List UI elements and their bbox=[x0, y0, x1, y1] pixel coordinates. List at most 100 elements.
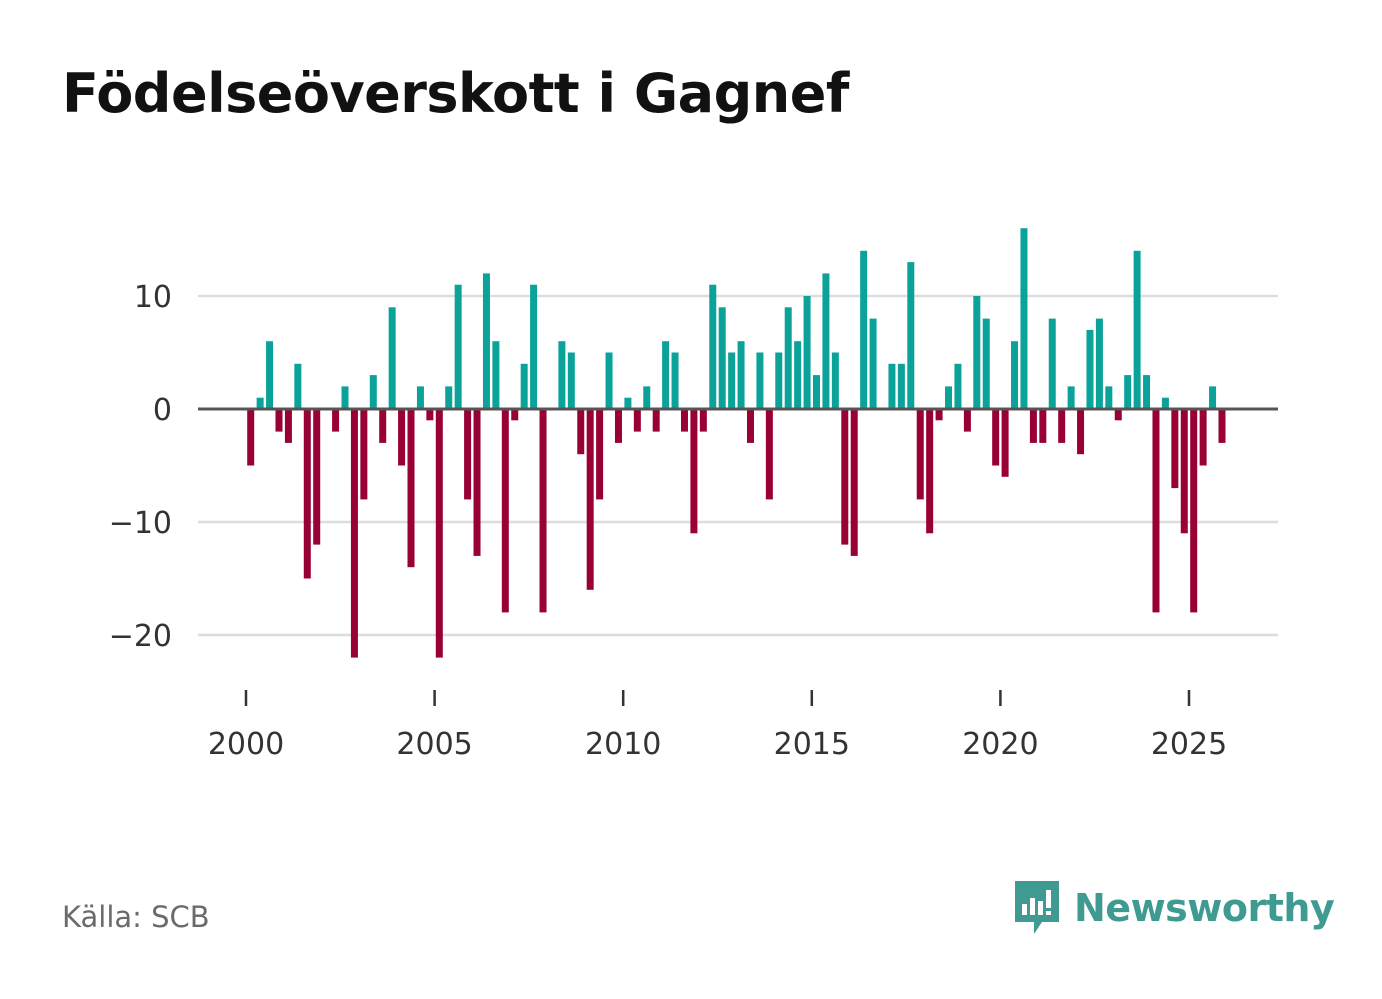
bar bbox=[369, 375, 377, 409]
bar bbox=[435, 409, 443, 658]
bar bbox=[775, 352, 783, 409]
bar bbox=[605, 352, 613, 409]
bar bbox=[454, 284, 462, 409]
bar bbox=[699, 409, 707, 432]
bar bbox=[284, 409, 292, 443]
bar bbox=[407, 409, 415, 568]
bar bbox=[1152, 409, 1160, 613]
bar bbox=[1058, 409, 1066, 443]
bar bbox=[963, 409, 971, 432]
bar bbox=[341, 386, 349, 409]
bar bbox=[1020, 228, 1028, 409]
bar bbox=[313, 409, 321, 545]
bar bbox=[746, 409, 754, 443]
bar bbox=[907, 262, 915, 409]
bar bbox=[1143, 375, 1151, 409]
bar bbox=[756, 352, 764, 409]
bar bbox=[1180, 409, 1188, 534]
bar bbox=[850, 409, 858, 556]
y-tick-label: 0 bbox=[153, 393, 172, 428]
x-tick-label: 2015 bbox=[774, 727, 850, 762]
bar bbox=[680, 409, 688, 432]
bar bbox=[464, 409, 472, 500]
bar bbox=[1029, 409, 1037, 443]
bar bbox=[1124, 375, 1132, 409]
bar bbox=[690, 409, 698, 534]
bar bbox=[662, 341, 670, 409]
bar bbox=[1218, 409, 1226, 443]
bar bbox=[869, 318, 877, 409]
bar bbox=[275, 409, 283, 432]
bar bbox=[596, 409, 604, 500]
bar bbox=[511, 409, 519, 421]
newsworthy-logo-icon bbox=[1015, 881, 1059, 934]
bar bbox=[520, 363, 528, 409]
bar bbox=[1114, 409, 1122, 421]
bar bbox=[247, 409, 255, 466]
bar bbox=[388, 307, 396, 409]
bar bbox=[935, 409, 943, 421]
bar bbox=[1001, 409, 1009, 477]
bar bbox=[945, 386, 953, 409]
bar bbox=[398, 409, 406, 466]
bar bbox=[426, 409, 434, 421]
bar bbox=[860, 250, 868, 409]
bar bbox=[482, 273, 490, 409]
x-tick-label: 2020 bbox=[962, 727, 1038, 762]
x-tick-label: 2025 bbox=[1151, 727, 1227, 762]
bar bbox=[709, 284, 717, 409]
bar bbox=[1190, 409, 1198, 613]
bar bbox=[652, 409, 660, 432]
newsworthy-logo[interactable]: Newsworthy bbox=[1012, 878, 1335, 938]
y-tick-label: −10 bbox=[109, 506, 172, 541]
bar bbox=[539, 409, 547, 613]
bar bbox=[586, 409, 594, 590]
bar bbox=[1086, 329, 1094, 409]
x-axis: 2000 2005 2010 2015 2020 2025 bbox=[208, 690, 1227, 762]
bar bbox=[256, 397, 264, 409]
bar bbox=[473, 409, 481, 556]
y-tick-label: 10 bbox=[134, 280, 172, 315]
bar bbox=[643, 386, 651, 409]
brand-name: Newsworthy bbox=[1074, 886, 1335, 930]
bar bbox=[728, 352, 736, 409]
bar bbox=[416, 386, 424, 409]
bar bbox=[445, 386, 453, 409]
bar bbox=[492, 341, 500, 409]
bar bbox=[577, 409, 585, 455]
bar bbox=[841, 409, 849, 545]
bar bbox=[718, 307, 726, 409]
y-axis: 10 0 −10 −20 bbox=[109, 280, 172, 654]
bar bbox=[332, 409, 340, 432]
bar bbox=[558, 341, 566, 409]
bar bbox=[897, 363, 905, 409]
bar bbox=[888, 363, 896, 409]
bar bbox=[813, 375, 820, 409]
bar bbox=[973, 296, 981, 409]
y-tick-label: −20 bbox=[109, 619, 172, 654]
bar bbox=[831, 352, 839, 409]
bar bbox=[926, 409, 934, 534]
bar bbox=[1095, 318, 1103, 409]
bar bbox=[671, 352, 679, 409]
bar bbox=[1161, 397, 1169, 409]
bar bbox=[360, 409, 368, 500]
bar bbox=[1209, 386, 1217, 409]
bar bbox=[1039, 409, 1047, 443]
bar bbox=[1171, 409, 1179, 489]
bar bbox=[982, 318, 990, 409]
x-tick-label: 2000 bbox=[208, 727, 284, 762]
bar bbox=[916, 409, 924, 500]
bar bbox=[266, 341, 274, 409]
bar bbox=[614, 409, 622, 443]
bar bbox=[624, 397, 632, 409]
bar bbox=[1011, 341, 1019, 409]
bar bbox=[633, 409, 641, 432]
bar bbox=[794, 341, 802, 409]
bar bbox=[1048, 318, 1056, 409]
bar bbox=[1077, 409, 1085, 455]
bar bbox=[737, 341, 745, 409]
gridlines bbox=[198, 294, 1278, 637]
x-tick-label: 2010 bbox=[585, 727, 661, 762]
